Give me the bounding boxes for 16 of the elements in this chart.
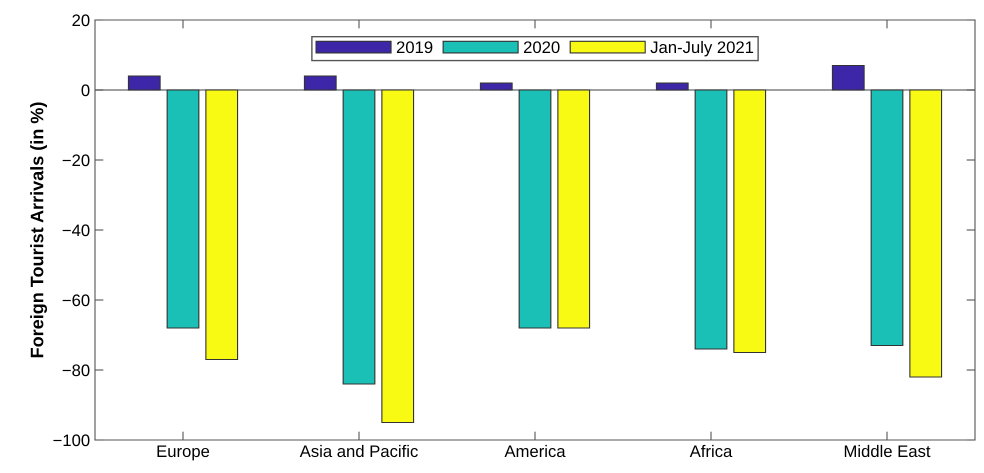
- x-tick-label: Europe: [157, 445, 210, 460]
- legend-label: Jan-July 2021: [650, 40, 754, 56]
- legend-label: 2020: [524, 41, 560, 54]
- y-tick-label: −20: [62, 154, 90, 166]
- y-axis-title: Foreign Tourist Arrivals (in %): [30, 102, 48, 358]
- x-tick-label: Asia and Pacific: [300, 444, 418, 458]
- y-tick-label: −80: [62, 364, 90, 376]
- y-tick-label: 0: [82, 84, 90, 96]
- y-tick-label: −100: [53, 434, 90, 446]
- legend-label: 2019: [396, 41, 432, 54]
- x-tick-label: America: [504, 444, 566, 458]
- x-tick-label: Africa: [690, 444, 732, 458]
- y-tick-label: −60: [62, 294, 90, 306]
- y-tick-label: 20: [72, 14, 90, 26]
- x-tick-label: Middle East: [844, 444, 930, 458]
- y-tick-label: −40: [62, 224, 90, 236]
